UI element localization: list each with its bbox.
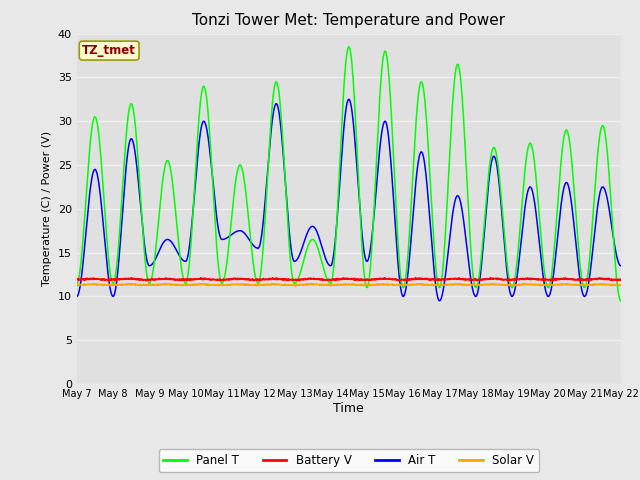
Y-axis label: Temperature (C) / Power (V): Temperature (C) / Power (V) [42,131,52,287]
Legend: Panel T, Battery V, Air T, Solar V: Panel T, Battery V, Air T, Solar V [159,449,539,472]
X-axis label: Time: Time [333,402,364,415]
Text: TZ_tmet: TZ_tmet [82,44,136,57]
Title: Tonzi Tower Met: Temperature and Power: Tonzi Tower Met: Temperature and Power [192,13,506,28]
